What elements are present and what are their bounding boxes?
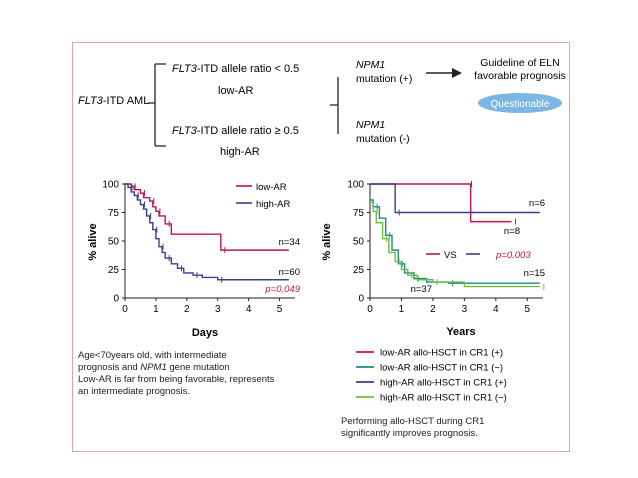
c1-ytick-label: 25 xyxy=(108,265,120,276)
left-caption-line1: Age<70years old, with intermediate xyxy=(78,350,227,361)
branch-low-sub: low-AR xyxy=(218,85,254,97)
c1-xtick-label: 5 xyxy=(277,304,283,315)
c2-vs-label: VS xyxy=(444,250,457,261)
npm-bracket xyxy=(330,77,339,134)
c2-xtick-label: 5 xyxy=(524,304,530,315)
c2-xtick-label: 1 xyxy=(399,304,405,315)
c1-series-0-line xyxy=(125,183,289,251)
c2-pvalue: p=0.003 xyxy=(495,250,531,261)
c1-xlabel: Days xyxy=(192,327,218,339)
c2-series-0-line xyxy=(370,183,512,223)
arrow-icon xyxy=(452,68,462,78)
guideline-line1: Guideline of ELN xyxy=(480,57,559,69)
questionable-badge xyxy=(478,93,562,113)
left-caption: Age<70years old, with intermediate progn… xyxy=(78,350,328,398)
c1-xtick-label: 2 xyxy=(184,304,190,315)
c2-legend-label-2: high-AR allo-HSCT in CR1 (+) xyxy=(380,378,507,389)
c1-ytick-label: 0 xyxy=(113,294,119,305)
npm-neg-gene: NPM1 xyxy=(356,119,385,131)
c2-ytick-label: 0 xyxy=(358,294,364,305)
c1-xtick-label: 3 xyxy=(215,304,221,315)
c2-legend-label-3: high-AR allo-HSCT in CR1 (−) xyxy=(380,393,507,404)
c1-ytick-label: 75 xyxy=(108,208,120,219)
c2-xtick-label: 4 xyxy=(493,304,499,315)
left-caption-line3: Low-AR is far from being favorable, repr… xyxy=(78,374,275,385)
c2-ytick-label: 75 xyxy=(353,208,365,219)
c2-ytick-label: 100 xyxy=(347,180,364,191)
npm-pos-gene: NPM1 xyxy=(356,59,385,71)
c2-ylabel: % alive xyxy=(321,223,333,260)
c2-xlabel: Years xyxy=(446,326,475,338)
branch-high-sub: high-AR xyxy=(220,146,260,158)
c1-legend-high: high-AR xyxy=(256,199,290,210)
c2-n6: n=6 xyxy=(529,198,545,209)
c2-legend: low-AR allo-HSCT in CR1 (+) low-AR allo-H… xyxy=(356,348,507,404)
c1-xtick-label: 0 xyxy=(122,304,128,315)
c1-n-low: n=34 xyxy=(279,237,300,248)
branch-high-label: FLT3-ITD allele ratio ≥ 0.5 xyxy=(172,125,299,137)
c1-xtick-label: 1 xyxy=(153,304,159,315)
branch-low-label: FLT3-ITD allele ratio < 0.5 xyxy=(172,63,299,75)
c1-series-1-line xyxy=(125,183,289,281)
c1-ylabel: % alive xyxy=(87,223,99,260)
c2-n8: n=8 xyxy=(504,226,520,237)
c2-xtick-label: 3 xyxy=(462,304,468,315)
c2-legend-label-0: low-AR allo-HSCT in CR1 (+) xyxy=(380,348,503,359)
c2-ytick-label: 25 xyxy=(353,265,365,276)
c2-xtick-label: 2 xyxy=(430,304,436,315)
figure-frame xyxy=(72,42,570,452)
c2-legend-label-1: low-AR allo-HSCT in CR1 (−) xyxy=(380,363,503,374)
c2-n15: n=15 xyxy=(524,268,545,279)
npm-pos-label: mutation (+) xyxy=(356,73,412,85)
npm-neg-label: mutation (-) xyxy=(356,133,410,145)
right-caption: Performing allo-HSCT during CR1 signific… xyxy=(341,416,561,440)
guideline-line2: favorable prognosis xyxy=(474,70,566,82)
questionable-label: Questionable xyxy=(491,99,550,110)
branch-bracket xyxy=(148,63,166,147)
right-caption-line1: Performing allo-HSCT during CR1 xyxy=(341,416,485,427)
c1-ytick-label: 100 xyxy=(102,180,119,191)
c2-series-1-line xyxy=(370,199,540,284)
c1-xtick-label: 4 xyxy=(246,304,252,315)
right-caption-line2: significantly improves prognosis. xyxy=(341,428,478,439)
c2-xtick-label: 0 xyxy=(367,304,373,315)
left-caption-line2: prognosis and NPM1 gene mutation xyxy=(78,362,230,373)
c2-n37: n=37 xyxy=(411,284,432,295)
c1-ytick-label: 50 xyxy=(108,237,120,248)
root-label: FLT3-ITD AML xyxy=(78,95,149,107)
c1-n-high: n=60 xyxy=(279,267,300,278)
c2-ytick-label: 50 xyxy=(353,237,365,248)
c2-series-3-line xyxy=(370,201,540,288)
left-caption-line4: an intermediate prognosis. xyxy=(78,386,190,397)
c1-legend-low: low-AR xyxy=(256,182,287,193)
c2-series-2-line xyxy=(370,183,540,214)
c1-pvalue: p=0.049 xyxy=(264,284,300,295)
